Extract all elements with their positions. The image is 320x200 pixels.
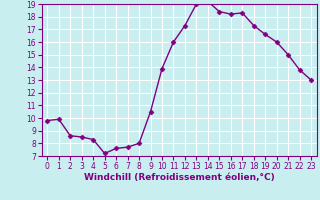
X-axis label: Windchill (Refroidissement éolien,°C): Windchill (Refroidissement éolien,°C) bbox=[84, 173, 275, 182]
